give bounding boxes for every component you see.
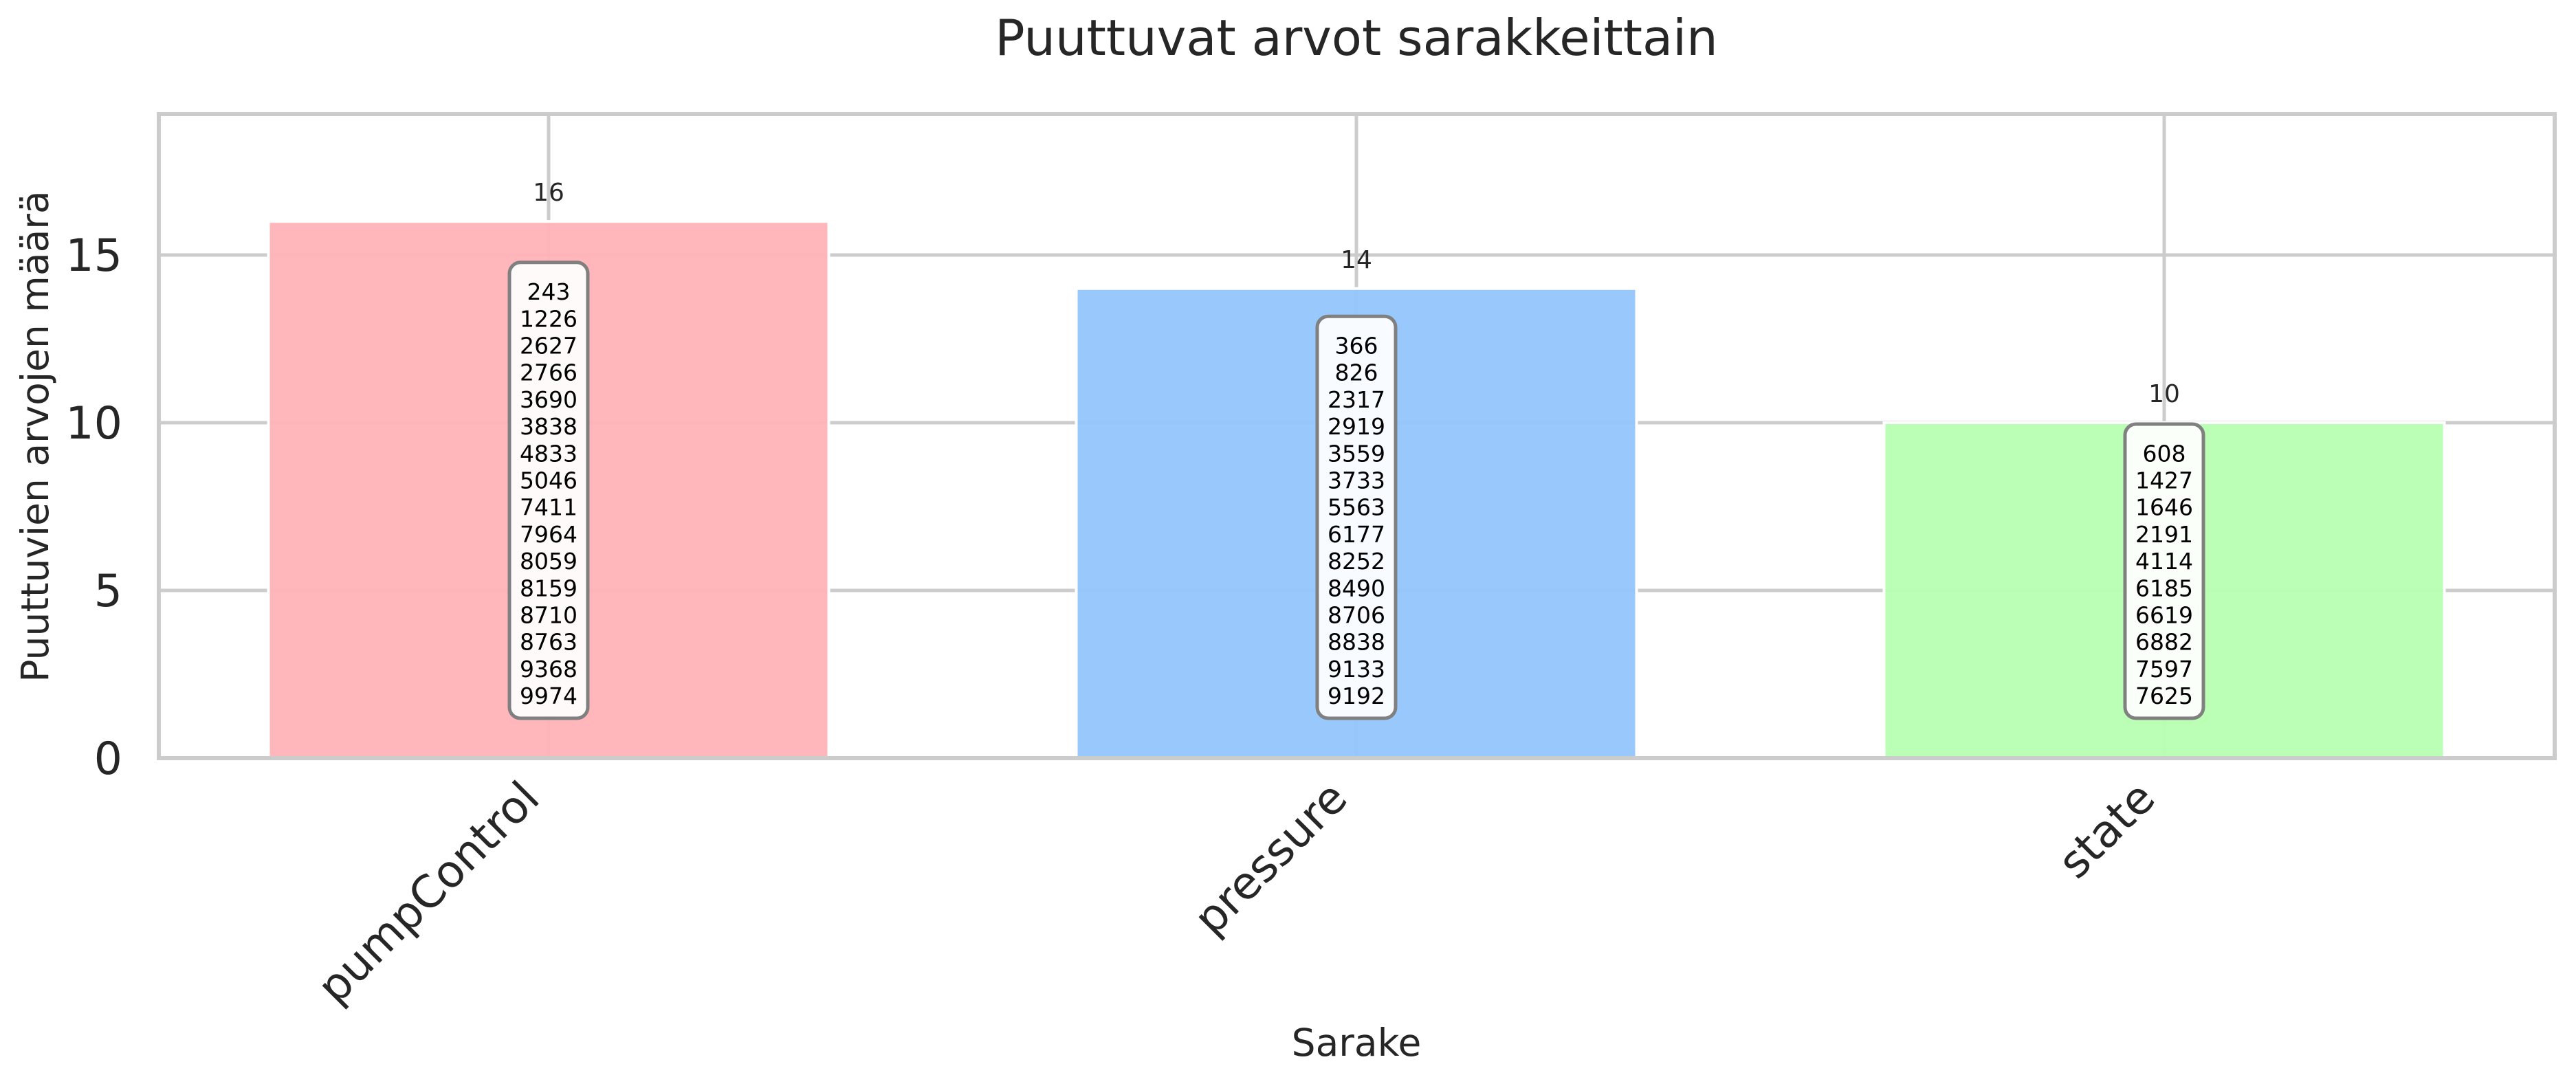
missing-index-item: 5046	[520, 467, 577, 494]
missing-index-box	[1315, 314, 1398, 720]
missing-index-item: 8490	[1328, 575, 1385, 601]
missing-index-item: 3838	[520, 413, 577, 440]
missing-index-item: 243	[527, 278, 571, 305]
x-tick-label: pumpControl	[308, 772, 549, 1013]
missing-index-item: 1226	[520, 305, 577, 332]
missing-index-box	[507, 261, 590, 720]
missing-index-item: 9133	[1328, 656, 1385, 683]
y-tick-label: 0	[94, 733, 122, 785]
missing-index-item: 6619	[2135, 602, 2193, 629]
bars: 16 24312262627276636903838483350467411796…	[267, 179, 2446, 760]
missing-index-box	[2123, 422, 2205, 720]
x-tick-label: state	[2049, 772, 2165, 888]
missing-index-item: 9368	[520, 656, 577, 683]
x-axis-title: Sarake	[1292, 1021, 1422, 1065]
y-axis-title: Puuttuvien arvojen määrä	[13, 190, 57, 682]
missing-index-item: 4833	[520, 440, 577, 467]
missing-index-item: 5563	[1328, 494, 1385, 521]
missing-index-item: 3733	[1328, 467, 1385, 494]
missing-index-item: 8252	[1328, 548, 1385, 575]
y-tick-label: 15	[65, 230, 122, 282]
missing-index-list: 2431226262727663690383848335046741179648…	[507, 261, 590, 720]
missing-index-item: 1646	[2135, 494, 2193, 521]
missing-index-item: 3559	[1328, 440, 1385, 467]
bar-value-label: 14	[1341, 246, 1372, 274]
plot-frame	[157, 112, 2557, 760]
missing-index-item: 2627	[520, 333, 577, 359]
bar-value-label: 16	[533, 179, 564, 207]
missing-index-item: 3690	[520, 386, 577, 413]
missing-index-item: 7597	[2135, 656, 2193, 683]
missing-index-item: 8710	[520, 602, 577, 629]
missing-index-item: 1427	[2135, 467, 2193, 494]
x-tick-label: pressure	[1185, 772, 1358, 945]
missing-index-item: 8763	[520, 629, 577, 656]
missing-index-item: 366	[1335, 333, 1378, 359]
missing-index-item: 8159	[520, 575, 577, 601]
missing-index-item: 2919	[1328, 413, 1385, 440]
y-tick-label: 10	[65, 398, 122, 450]
y-axis-ticks: 0 5 10 15	[65, 230, 122, 785]
missing-index-item: 2317	[1328, 386, 1385, 413]
missing-index-item: 7964	[520, 521, 577, 548]
missing-index-item: 6185	[2135, 575, 2193, 601]
missing-index-item: 8838	[1328, 629, 1385, 656]
missing-index-item: 7411	[520, 494, 577, 521]
missing-index-item: 6882	[2135, 629, 2193, 656]
chart-title: Puuttuvat arvot sarakkeittain	[995, 9, 1718, 67]
missing-index-item: 9192	[1328, 683, 1385, 709]
missing-index-item: 4114	[2135, 548, 2193, 575]
missing-index-item: 608	[2143, 440, 2186, 467]
missing-index-item: 6177	[1328, 521, 1385, 548]
x-axis-ticks: pumpControl pressure state	[308, 772, 2165, 1013]
y-tick-label: 5	[94, 566, 122, 617]
bar-value-label: 10	[2148, 380, 2180, 408]
missing-index-item: 2191	[2135, 521, 2193, 548]
missing-index-item: 8706	[1328, 602, 1385, 629]
missing-index-item: 8059	[520, 548, 577, 575]
missing-index-item: 9974	[520, 683, 577, 709]
missing-index-item: 7625	[2135, 683, 2193, 709]
missing-index-list: 3668262317291935593733556361778252849087…	[1315, 314, 1398, 720]
missing-index-item: 826	[1335, 359, 1378, 386]
missing-index-item: 2766	[520, 359, 577, 386]
